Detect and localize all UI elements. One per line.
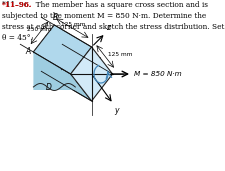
Text: stress at each corner and sketch the stress distribution. Set: stress at each corner and sketch the str… <box>2 23 225 31</box>
Polygon shape <box>71 47 112 101</box>
Text: 125 mm: 125 mm <box>108 52 132 57</box>
Text: θ: θ <box>95 80 99 86</box>
Polygon shape <box>33 52 75 90</box>
Text: C: C <box>82 63 87 72</box>
Text: E: E <box>95 57 100 66</box>
Polygon shape <box>33 52 92 101</box>
Text: B: B <box>52 13 58 22</box>
Text: subjected to the moment M = 850 N·m. Determine the: subjected to the moment M = 850 N·m. Det… <box>2 12 207 20</box>
Text: θ = 45°.: θ = 45°. <box>2 34 33 42</box>
Text: A: A <box>26 47 31 56</box>
Text: z: z <box>106 23 110 32</box>
Polygon shape <box>33 25 92 74</box>
Text: M = 850 N·m: M = 850 N·m <box>133 71 181 77</box>
Text: *11–96.  The member has a square cross section and is: *11–96. The member has a square cross se… <box>2 1 208 9</box>
Text: D: D <box>46 83 52 92</box>
Text: 250 mm: 250 mm <box>27 27 52 32</box>
Text: *11–96.: *11–96. <box>2 1 33 9</box>
Polygon shape <box>33 25 75 79</box>
Text: 125 mm: 125 mm <box>61 22 85 27</box>
Text: y: y <box>114 106 119 115</box>
